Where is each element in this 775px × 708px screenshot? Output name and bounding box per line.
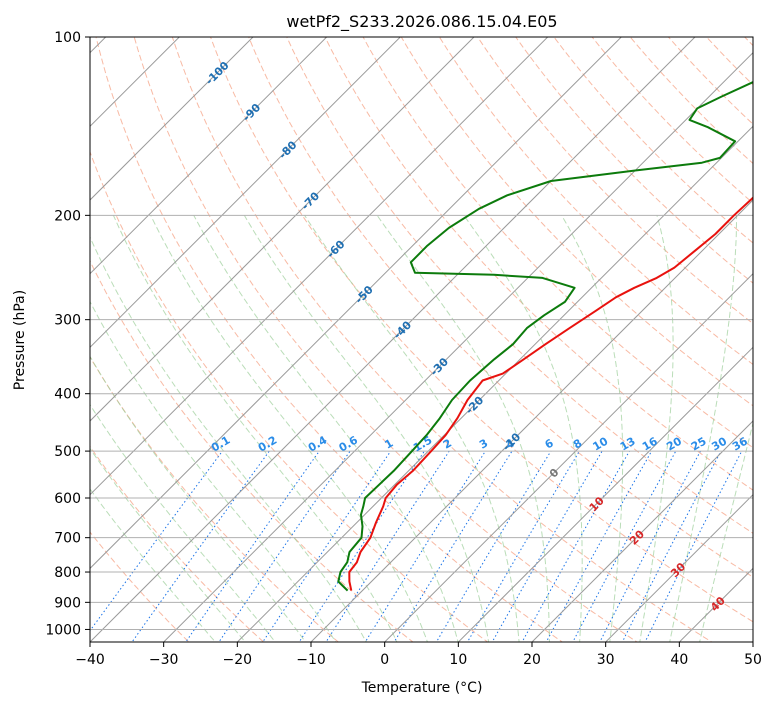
y-tick-label: 600 — [54, 491, 81, 507]
isotherm-line — [90, 37, 696, 642]
isotherm-line — [383, 272, 753, 642]
x-tick-label: −10 — [296, 652, 326, 668]
dry-adiabat-line — [324, 37, 753, 491]
dry-adiabat-line — [90, 356, 340, 642]
plot-area: 0.1 0.2 0.4 0.6 1 1.5 2 3 4 6 8 10 13 16 20 25 30 36-100-… — [90, 37, 753, 642]
moist-adiabat-line — [90, 235, 367, 642]
isotherm-line — [90, 37, 402, 349]
y-tick-label: 500 — [54, 444, 81, 460]
x-tick-label: 10 — [449, 652, 467, 668]
temperature-line — [348, 196, 753, 591]
moist-adiabat-line — [90, 403, 276, 642]
dry-adiabat-line — [95, 37, 564, 642]
dry-adiabat-line — [477, 37, 753, 325]
moist-adiabat-line — [90, 447, 246, 642]
dry-adiabat-line — [209, 37, 753, 623]
moist-adiabat-line — [90, 488, 216, 642]
y-axis-label: Pressure (hPa) — [12, 290, 28, 390]
moist-adiabat-line — [112, 215, 398, 642]
x-tick-label: −30 — [149, 652, 179, 668]
isotherm-line — [90, 37, 328, 275]
isotherm-line — [90, 37, 475, 422]
x-tick-label: 50 — [744, 652, 762, 668]
dry-adiabat-line — [438, 37, 753, 366]
isotherm-line — [604, 493, 753, 642]
y-tick-label: 900 — [54, 595, 81, 611]
x-tick-label: 40 — [670, 652, 688, 668]
x-tick-label: −40 — [75, 652, 105, 668]
x-tick-label: 20 — [523, 652, 541, 668]
isotherm-line — [236, 125, 753, 642]
y-tick-label: 400 — [54, 387, 81, 403]
y-tick-label: 1000 — [45, 622, 81, 638]
y-tick-label: 800 — [54, 565, 81, 581]
moist-adiabat-line — [561, 215, 624, 642]
dewpoint-line — [337, 81, 753, 592]
chart-title: wetPf2_S233.2026.086.15.04.E05 — [286, 12, 557, 32]
isotherm-line — [90, 37, 623, 570]
dry-adiabat-line — [362, 37, 753, 449]
dry-adiabat-line — [90, 259, 414, 642]
moist-adiabat-line — [193, 215, 459, 642]
dry-adiabat-line — [286, 37, 753, 534]
moist-adiabat-line — [669, 215, 738, 642]
dry-adiabat-line — [133, 37, 638, 642]
dry-adiabat-line — [90, 445, 265, 642]
moist-adiabat-line — [90, 355, 307, 642]
y-tick-label: 700 — [54, 531, 81, 547]
isotherm-line — [457, 346, 753, 642]
x-axis: −40 −30 −20 −10 0 10 20 30 40 50 — [75, 642, 762, 668]
y-tick-label: 200 — [54, 208, 81, 224]
dry-adiabat-line — [248, 37, 753, 578]
dry-adiabat-line — [171, 37, 713, 642]
x-tick-label: −20 — [223, 652, 253, 668]
y-tick-label: 300 — [54, 313, 81, 329]
x-axis-label: Temperature (°C) — [361, 680, 483, 696]
isotherm-line — [90, 37, 549, 496]
isotherms — [90, 37, 753, 642]
isotherm-line — [162, 51, 753, 642]
moist-adiabat-line — [304, 215, 520, 642]
traces — [337, 81, 753, 592]
moist-adiabat-line — [639, 215, 674, 642]
x-tick-label: 0 — [380, 652, 389, 668]
isotherm-line — [310, 199, 753, 642]
plot-frame — [89, 36, 754, 643]
isotherm-line — [90, 37, 254, 201]
isotherm-line — [531, 420, 753, 642]
isobars — [90, 37, 753, 630]
y-tick-label: 100 — [54, 30, 81, 46]
x-tick-label: 30 — [597, 652, 615, 668]
moist-adiabat-line — [90, 300, 337, 642]
y-axis: 100 200 300 400 500 600 700 800 900 1000 — [45, 30, 90, 638]
